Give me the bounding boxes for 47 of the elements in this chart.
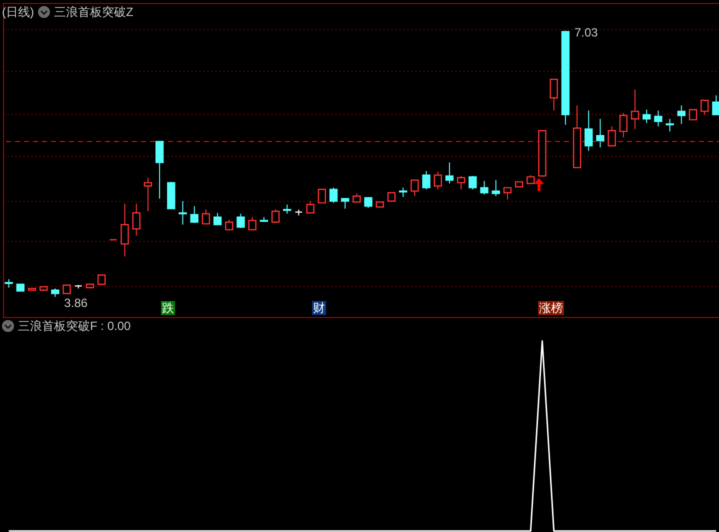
candlestick — [434, 171, 442, 190]
candlestick — [144, 177, 152, 212]
annotation: 涨榜 — [538, 301, 564, 315]
candlestick — [410, 180, 419, 197]
candlestick — [155, 140, 164, 200]
candlestick — [283, 204, 292, 214]
candlestick — [666, 118, 674, 132]
candlestick — [445, 162, 454, 184]
candlestick — [236, 213, 245, 229]
candlestick — [318, 188, 326, 204]
chart-subtitle: 三浪首板突破Z — [54, 4, 134, 20]
candlestick — [468, 175, 477, 190]
candlestick — [190, 206, 198, 224]
candlestick — [422, 170, 430, 190]
candlestick — [178, 200, 187, 226]
candlestick — [700, 100, 709, 116]
annotation: 财 — [312, 301, 326, 315]
candlestick — [584, 110, 593, 152]
candlestick — [306, 200, 314, 214]
candlestick — [271, 209, 280, 223]
annotation: 3.86 — [64, 296, 88, 310]
candlestick — [608, 126, 616, 146]
candlestick — [492, 180, 500, 197]
candlestick — [456, 175, 466, 190]
candlestick — [341, 198, 350, 210]
annotation: 7.03 — [574, 26, 598, 40]
candlestick — [503, 187, 512, 200]
candlestick — [654, 110, 662, 127]
candlestick — [213, 212, 222, 226]
candlestick — [712, 94, 719, 116]
candlestick — [480, 180, 488, 195]
candlestick — [248, 216, 256, 232]
candlestick — [398, 187, 408, 198]
candlestick — [596, 118, 604, 148]
candlestick — [550, 78, 558, 111]
candlestick — [688, 109, 698, 120]
candlestick — [97, 274, 106, 285]
candlestick — [642, 109, 651, 124]
annotation: 跌 — [161, 301, 176, 315]
candlestick — [120, 203, 129, 258]
candlestick — [630, 88, 640, 130]
candlestick — [202, 209, 210, 224]
candlestick — [132, 203, 140, 236]
candlestick — [329, 187, 338, 204]
candlestick — [677, 104, 686, 124]
candlestick — [619, 112, 628, 138]
chart-title: 三浪首板突破F : 0.00 — [18, 318, 131, 334]
